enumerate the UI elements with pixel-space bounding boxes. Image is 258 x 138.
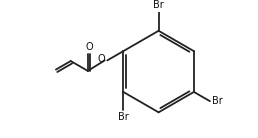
Text: O: O [97,54,105,64]
Text: Br: Br [118,112,129,122]
Text: Br: Br [153,0,164,10]
Text: Br: Br [212,96,223,106]
Text: O: O [85,43,93,52]
